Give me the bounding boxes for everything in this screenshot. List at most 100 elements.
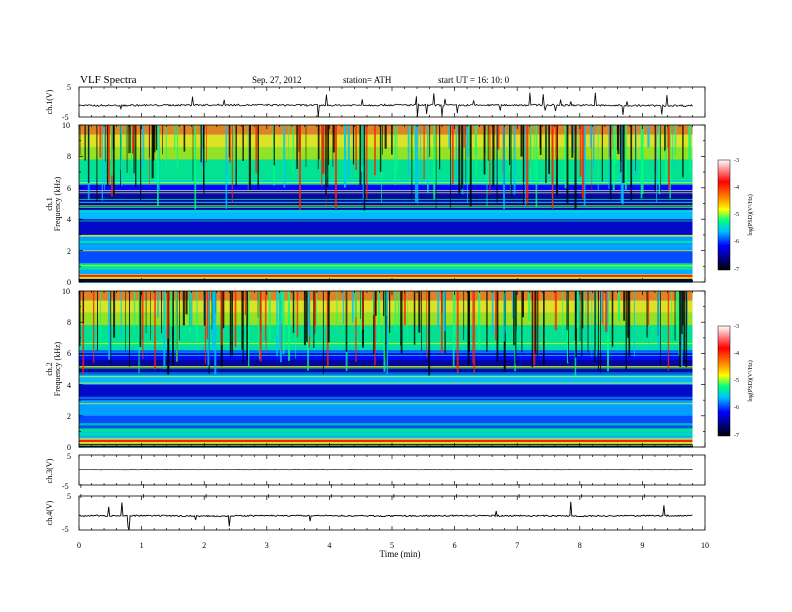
colorbar-ch2: -3 -4 -5 -6 -7 log(PSD)(V²/Hz) [717,324,754,439]
ch1-streak [248,125,251,190]
spec2-ytick-6: 6 [67,349,71,358]
ch2-streak [683,291,685,365]
ch1-streak [415,125,418,203]
spec1-ylabel: Frequency (kHz) [53,176,62,231]
ch2-line [79,396,693,398]
ch1-streak [132,125,134,154]
ch1-streak [87,125,90,183]
ch2-streak [108,291,111,360]
ch1-streak [321,125,323,187]
ch1-line [79,235,693,237]
ch1-streak [674,125,677,157]
ch1-line [79,250,693,252]
ch1-streak [128,125,129,154]
ch2-streak [522,291,524,318]
ch2-streak [566,291,568,331]
ch2-streak [463,291,465,340]
colorbar-ch2-tick-3: -3 [734,324,739,330]
ch1-streak [572,125,574,154]
ch1-streak [622,125,624,183]
ch1-streak [394,125,396,185]
ch2-streak [185,291,188,315]
ch1-streak [242,125,244,161]
figure-title: VLF Spectra [80,74,137,86]
axis-ticks [78,87,706,530]
ch2-streak [378,291,380,345]
x-tick-labels: 0 1 2 3 4 5 6 7 8 9 10 [77,541,709,550]
ch2-streak [633,291,635,357]
ch1-low-band [79,274,693,277]
ch2-streak [292,291,295,333]
ch1-streak [257,125,259,190]
ch1-streak [317,125,319,170]
ch1-streak [157,125,159,206]
ch1-streak [131,125,133,167]
ch2-streak [231,291,233,356]
ch1-streak [104,125,105,190]
ch1-streak [620,125,623,203]
ch1-streak [202,125,205,149]
ch1-streak [682,125,684,178]
ch2-streak [175,291,178,362]
ch1-streak [396,125,398,172]
ch1-band-11 [79,159,693,179]
ch2-streak [265,291,267,357]
ch1-streak [524,125,526,169]
colorbar-ch1-tick-6: -6 [734,239,739,245]
ch1-streak [612,125,615,191]
colorbar-ch1-label: log(PSD)(V²/Hz) [747,194,754,235]
ch1-streak [96,125,98,201]
ch2-streak [113,291,116,338]
ch1-line [79,201,693,203]
ch2-streak [386,291,388,375]
ch2-streak [389,291,391,333]
ch1-streak [624,125,627,190]
ch1-streak [148,125,150,158]
ch1-streak [468,125,470,180]
ch2-streak [129,291,130,367]
ch2-line [79,376,693,378]
ch1-streak [656,125,658,203]
ch2-streak [671,291,673,337]
ch1-streak [668,125,670,190]
ch1-streak [366,125,368,199]
spec1-ytick-0: 0 [67,278,71,287]
ch1-streak [183,125,186,152]
ch1-streak [539,125,542,155]
ch2-streak [295,291,296,359]
ch1-streak [581,125,585,200]
ch1-streak [620,125,622,173]
ch2-streak [578,291,580,325]
ch1-streak [474,125,477,156]
ch2-streak [394,291,397,330]
colorbar-ch1-tick-5: -5 [734,212,739,218]
ch4-waveform [78,501,693,531]
ch1-streak [615,125,617,165]
ch1-streak [458,125,461,194]
ch2-line [79,434,693,436]
ch2-streak [647,291,650,325]
ch1-streak [165,125,167,168]
ch1-streak [571,125,574,158]
ch1-streak [325,125,327,197]
ch2-streak [385,291,387,358]
ch2-streak [681,291,683,334]
ch2-streak [172,291,174,366]
ch2-streak [125,291,126,352]
ch2-streak [428,291,431,376]
ch1-streak [120,125,122,170]
ch1-line [79,180,693,182]
ch2-streak [421,291,422,351]
ch2-streak [567,291,569,364]
ch1-streak [427,125,429,189]
colorbar-ch2-tick-4: -4 [734,351,739,357]
colorbar-ch1-tick-3: -3 [734,158,739,164]
ch2-streak [264,291,266,342]
ch2-streak [139,291,142,347]
ch2-streak [397,291,400,326]
ch2-line [79,374,693,376]
ch2-streak [373,291,375,315]
ch2-streak [576,291,579,328]
ch4-ytick-bottom: -5 [62,525,69,534]
ch2-streak [478,291,481,350]
